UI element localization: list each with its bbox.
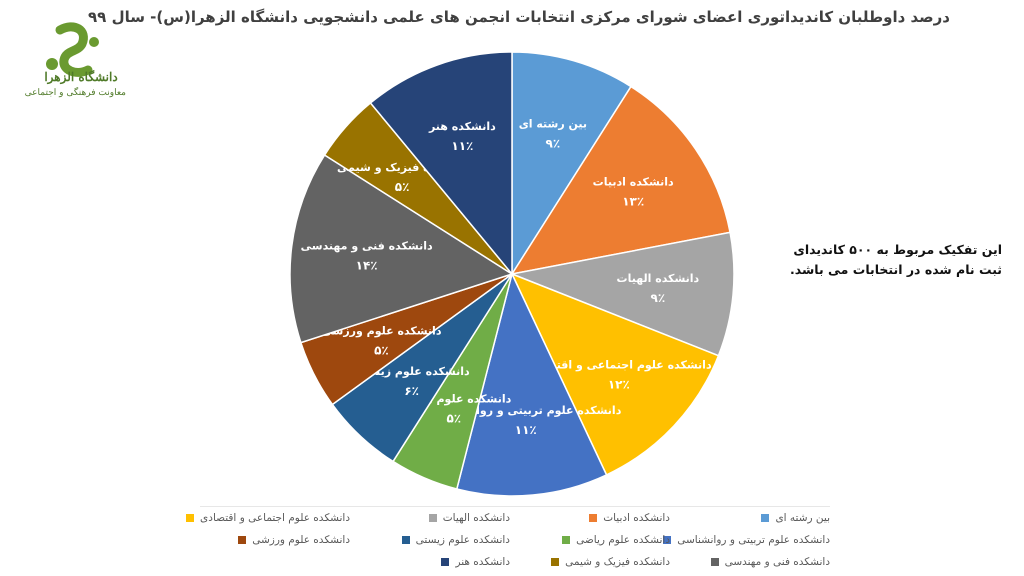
legend-item: دانشکده الهیات: [428, 512, 510, 524]
slice-label: دانشکده الهیات: [617, 272, 700, 285]
university-logo: [30, 20, 130, 110]
legend-label: دانشکده الهیات: [442, 512, 510, 524]
legend-label: دانشکده علوم تربیتی و روانشناسی: [677, 534, 830, 546]
pie-slice: [511, 51, 632, 277]
pie-slice: [509, 231, 735, 357]
legend-swatch: [441, 558, 450, 566]
legend-item: دانشکده علوم تربیتی و روانشناسی: [663, 534, 830, 546]
legend-swatch: [710, 558, 719, 566]
slice-percent-label: ۱۳٪: [622, 195, 644, 209]
logo-subtitle: معاونت فرهنگی و اجتماعی: [24, 88, 126, 98]
legend-label: دانشکده فنی و مهندسی: [724, 556, 830, 568]
pie-slice: [289, 154, 514, 344]
pie-slice: [510, 272, 720, 476]
slice-percent-label: ۶٪: [404, 384, 419, 398]
legend-swatch: [551, 558, 560, 566]
legend-label: دانشکده علوم ریاضی: [576, 534, 670, 546]
pie-slice: [455, 271, 608, 497]
legend-label: دانشکده علوم ورزشی: [252, 534, 350, 546]
legend-item: دانشکده علوم ریاضی: [562, 534, 670, 546]
legend-swatch: [428, 514, 437, 522]
slice-percent-label: ۱۴٪: [356, 259, 378, 273]
slice-percent-label: ۱۲٪: [608, 377, 630, 391]
legend-item: دانشکده علوم زیستی: [401, 534, 510, 546]
legend-item: دانشکده ادبیات: [589, 512, 670, 524]
slice-label: دانشکده ادبیات: [593, 176, 674, 189]
legend-swatch: [562, 536, 571, 544]
legend-swatch: [663, 536, 672, 544]
legend-label: دانشکده هنر: [455, 556, 510, 568]
slice-percent-label: ۹٪: [651, 291, 666, 305]
legend-swatch: [589, 514, 598, 522]
slice-label: بین رشته ای: [519, 117, 587, 130]
slice-label: دانشکده هنر: [428, 120, 496, 133]
legend-item: دانشکده فیزیک و شیمی: [551, 556, 670, 568]
slice-label: دانشکده علوم اجتماعی و اقتصادی: [526, 358, 712, 371]
chart-note: این تفکیک مربوط به ۵۰۰ کاندیدای ثبت نام …: [790, 242, 1002, 277]
slice-percent-label: ۱۱٪: [451, 139, 473, 153]
slice-percent-label: ۵٪: [446, 411, 461, 425]
pie-slice: [369, 51, 513, 277]
legend-label: دانشکده علوم اجتماعی و اقتصادی: [200, 512, 350, 524]
legend-swatch: [186, 514, 195, 522]
legend-swatch: [761, 514, 770, 522]
legend-label: دانشکده ادبیات: [603, 512, 670, 524]
legend-swatch: [401, 536, 410, 544]
legend-swatch: [238, 536, 247, 544]
legend-label: بین رشته ای: [775, 512, 830, 524]
slice-percent-label: ۹٪: [546, 136, 561, 150]
legend-label: دانشکده فیزیک و شیمی: [565, 556, 670, 568]
slice-percent-label: ۵٪: [395, 180, 410, 194]
pie-slice: [510, 85, 731, 276]
slice-percent-label: ۵٪: [374, 344, 389, 358]
slice-percent-label: ۱۱٪: [515, 423, 537, 437]
legend-label: دانشکده علوم زیستی: [415, 534, 510, 546]
legend-item: دانشکده فنی و مهندسی: [710, 556, 830, 568]
legend-item: دانشکده علوم ورزشی: [238, 534, 350, 546]
legend-item: دانشکده هنر: [441, 556, 510, 568]
legend: بین رشته ای دانشکده ادبیات دانشکده الهیات د…: [186, 506, 830, 573]
slice-label: دانشکده فنی و مهندسی: [301, 240, 433, 253]
logo-glyph-icon: [46, 22, 99, 77]
logo-title: دانشگاه الزهرا: [44, 70, 118, 84]
legend-item: بین رشته ای: [761, 512, 830, 524]
slice-label: دانشکده علوم ورزشی: [321, 325, 441, 338]
chart-title: درصد داوطلبان کاندیداتوری اعضای شورای مر…: [88, 8, 950, 26]
legend-item: دانشکده علوم اجتماعی و اقتصادی: [186, 512, 350, 524]
